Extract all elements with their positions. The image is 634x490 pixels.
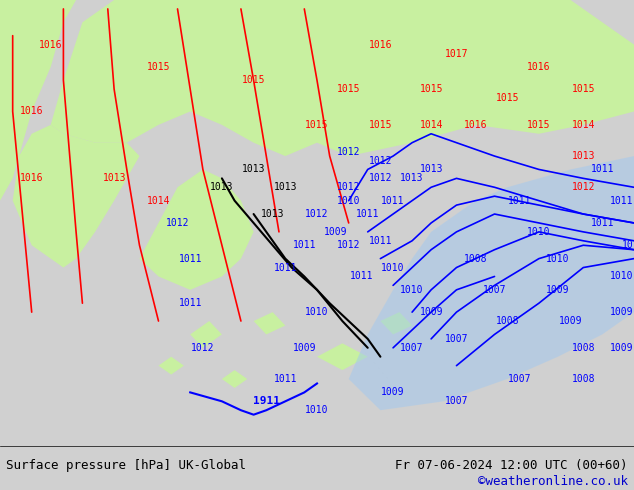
Text: ©weatheronline.co.uk: ©weatheronline.co.uk: [477, 475, 628, 488]
Text: 1013: 1013: [400, 173, 424, 183]
Text: 1009: 1009: [324, 227, 348, 237]
Text: 1013: 1013: [242, 165, 266, 174]
Text: 1011: 1011: [178, 298, 202, 308]
Text: 1012: 1012: [571, 182, 595, 192]
Polygon shape: [380, 312, 412, 334]
Text: 1011: 1011: [622, 240, 634, 250]
Text: 1016: 1016: [20, 173, 44, 183]
Text: 1016: 1016: [463, 120, 488, 130]
Polygon shape: [254, 312, 285, 334]
Text: 1007: 1007: [444, 334, 469, 344]
Text: 1015: 1015: [571, 84, 595, 94]
Text: 1010: 1010: [609, 271, 633, 281]
Polygon shape: [51, 0, 634, 156]
Text: 1013: 1013: [571, 151, 595, 161]
Text: 1010: 1010: [546, 254, 570, 264]
Text: 1013: 1013: [102, 173, 126, 183]
Text: 1008: 1008: [495, 316, 519, 326]
Text: 1009: 1009: [559, 316, 583, 326]
Text: 1911: 1911: [253, 396, 280, 406]
Text: 1016: 1016: [39, 40, 63, 49]
Polygon shape: [317, 343, 368, 370]
Text: 1013: 1013: [261, 209, 285, 219]
Text: 1008: 1008: [571, 374, 595, 384]
Polygon shape: [349, 156, 634, 410]
Text: 1015: 1015: [337, 84, 361, 94]
Text: 1011: 1011: [349, 271, 373, 281]
Text: 1016: 1016: [527, 62, 551, 72]
Text: 1016: 1016: [368, 40, 392, 49]
Polygon shape: [222, 370, 247, 388]
Text: 1012: 1012: [337, 147, 361, 157]
Text: 1007: 1007: [508, 374, 532, 384]
Text: 1009: 1009: [292, 343, 316, 353]
Text: 1007: 1007: [400, 343, 424, 353]
Text: 1015: 1015: [527, 120, 551, 130]
Text: 1010: 1010: [381, 263, 405, 272]
Text: 1017: 1017: [444, 49, 469, 58]
Text: 1014: 1014: [571, 120, 595, 130]
Text: 1008: 1008: [463, 254, 488, 264]
Text: 1010: 1010: [305, 405, 329, 415]
Text: 1011: 1011: [590, 218, 614, 228]
Text: 1009: 1009: [381, 388, 405, 397]
Text: 1012: 1012: [337, 182, 361, 192]
Text: 1007: 1007: [444, 396, 469, 406]
Polygon shape: [13, 125, 139, 268]
Text: 1011: 1011: [590, 165, 614, 174]
Text: 1014: 1014: [419, 120, 443, 130]
Text: 1013: 1013: [210, 182, 234, 192]
Text: 1016: 1016: [20, 106, 44, 117]
Text: 1012: 1012: [368, 155, 392, 166]
Text: 1010: 1010: [305, 307, 329, 317]
Text: 1014: 1014: [146, 196, 171, 206]
Text: 1015: 1015: [242, 75, 266, 85]
Text: 1012: 1012: [368, 173, 392, 183]
Text: 1011: 1011: [273, 263, 297, 272]
Text: 1011: 1011: [381, 196, 405, 206]
Text: 1011: 1011: [356, 209, 380, 219]
Text: 1008: 1008: [571, 343, 595, 353]
Polygon shape: [190, 321, 222, 348]
Text: 1011: 1011: [178, 254, 202, 264]
Text: 1009: 1009: [609, 307, 633, 317]
Text: 1012: 1012: [165, 218, 190, 228]
Text: 1015: 1015: [419, 84, 443, 94]
Text: 1015: 1015: [495, 93, 519, 103]
Polygon shape: [0, 0, 76, 201]
Text: 1015: 1015: [368, 120, 392, 130]
Text: 1009: 1009: [546, 285, 570, 295]
Text: 1010: 1010: [400, 285, 424, 295]
Text: 1012: 1012: [191, 343, 215, 353]
Text: Surface pressure [hPa] UK-Global: Surface pressure [hPa] UK-Global: [6, 459, 247, 472]
Polygon shape: [139, 170, 254, 290]
Text: 1013: 1013: [419, 165, 443, 174]
Text: 1011: 1011: [292, 240, 316, 250]
Text: 1015: 1015: [305, 120, 329, 130]
Text: 1013: 1013: [273, 182, 297, 192]
Text: 1012: 1012: [337, 240, 361, 250]
Text: 1012: 1012: [305, 209, 329, 219]
Text: 1011: 1011: [368, 236, 392, 246]
Text: Fr 07-06-2024 12:00 UTC (00+60): Fr 07-06-2024 12:00 UTC (00+60): [395, 459, 628, 472]
Text: 1011: 1011: [273, 374, 297, 384]
Text: 1010: 1010: [527, 227, 551, 237]
Text: 1011: 1011: [508, 196, 532, 206]
Text: 1009: 1009: [419, 307, 443, 317]
Text: 1011: 1011: [609, 196, 633, 206]
Polygon shape: [158, 357, 184, 374]
Text: 1015: 1015: [146, 62, 171, 72]
Text: 1010: 1010: [337, 196, 361, 206]
Text: 1009: 1009: [609, 343, 633, 353]
Text: 1007: 1007: [482, 285, 507, 295]
